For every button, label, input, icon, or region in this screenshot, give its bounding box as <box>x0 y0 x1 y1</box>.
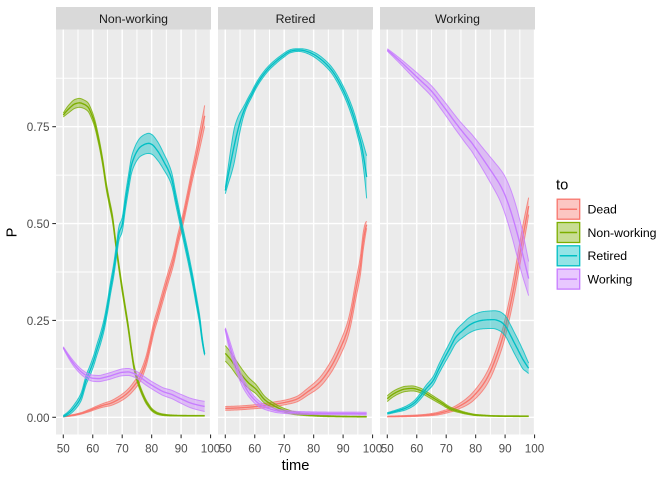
svg-text:Retired: Retired <box>276 12 316 26</box>
svg-text:70: 70 <box>278 443 292 456</box>
svg-text:70: 70 <box>116 443 130 456</box>
svg-text:60: 60 <box>86 443 100 456</box>
svg-text:100: 100 <box>525 443 545 456</box>
svg-text:0.25: 0.25 <box>27 315 50 328</box>
svg-text:50: 50 <box>57 443 71 456</box>
svg-text:80: 80 <box>469 443 483 456</box>
svg-text:Dead: Dead <box>588 203 618 217</box>
svg-text:Non-working: Non-working <box>99 12 168 26</box>
svg-text:P: P <box>5 227 21 237</box>
svg-text:0.50: 0.50 <box>27 218 50 231</box>
svg-text:time: time <box>282 458 310 474</box>
svg-text:90: 90 <box>337 443 351 456</box>
svg-text:Retired: Retired <box>588 249 628 263</box>
svg-text:0.00: 0.00 <box>27 412 50 425</box>
svg-text:60: 60 <box>248 443 262 456</box>
svg-text:to: to <box>556 178 568 194</box>
svg-text:100: 100 <box>363 443 383 456</box>
svg-text:Working: Working <box>435 12 480 26</box>
svg-text:Non-working: Non-working <box>588 226 657 240</box>
svg-text:90: 90 <box>499 443 513 456</box>
svg-text:80: 80 <box>145 443 159 456</box>
svg-text:80: 80 <box>307 443 321 456</box>
svg-text:50: 50 <box>381 443 395 456</box>
svg-text:70: 70 <box>440 443 454 456</box>
svg-text:90: 90 <box>175 443 189 456</box>
svg-text:100: 100 <box>201 443 221 456</box>
svg-text:0.75: 0.75 <box>27 121 50 134</box>
svg-text:50: 50 <box>219 443 233 456</box>
svg-text:Working: Working <box>588 272 633 286</box>
svg-text:60: 60 <box>410 443 424 456</box>
